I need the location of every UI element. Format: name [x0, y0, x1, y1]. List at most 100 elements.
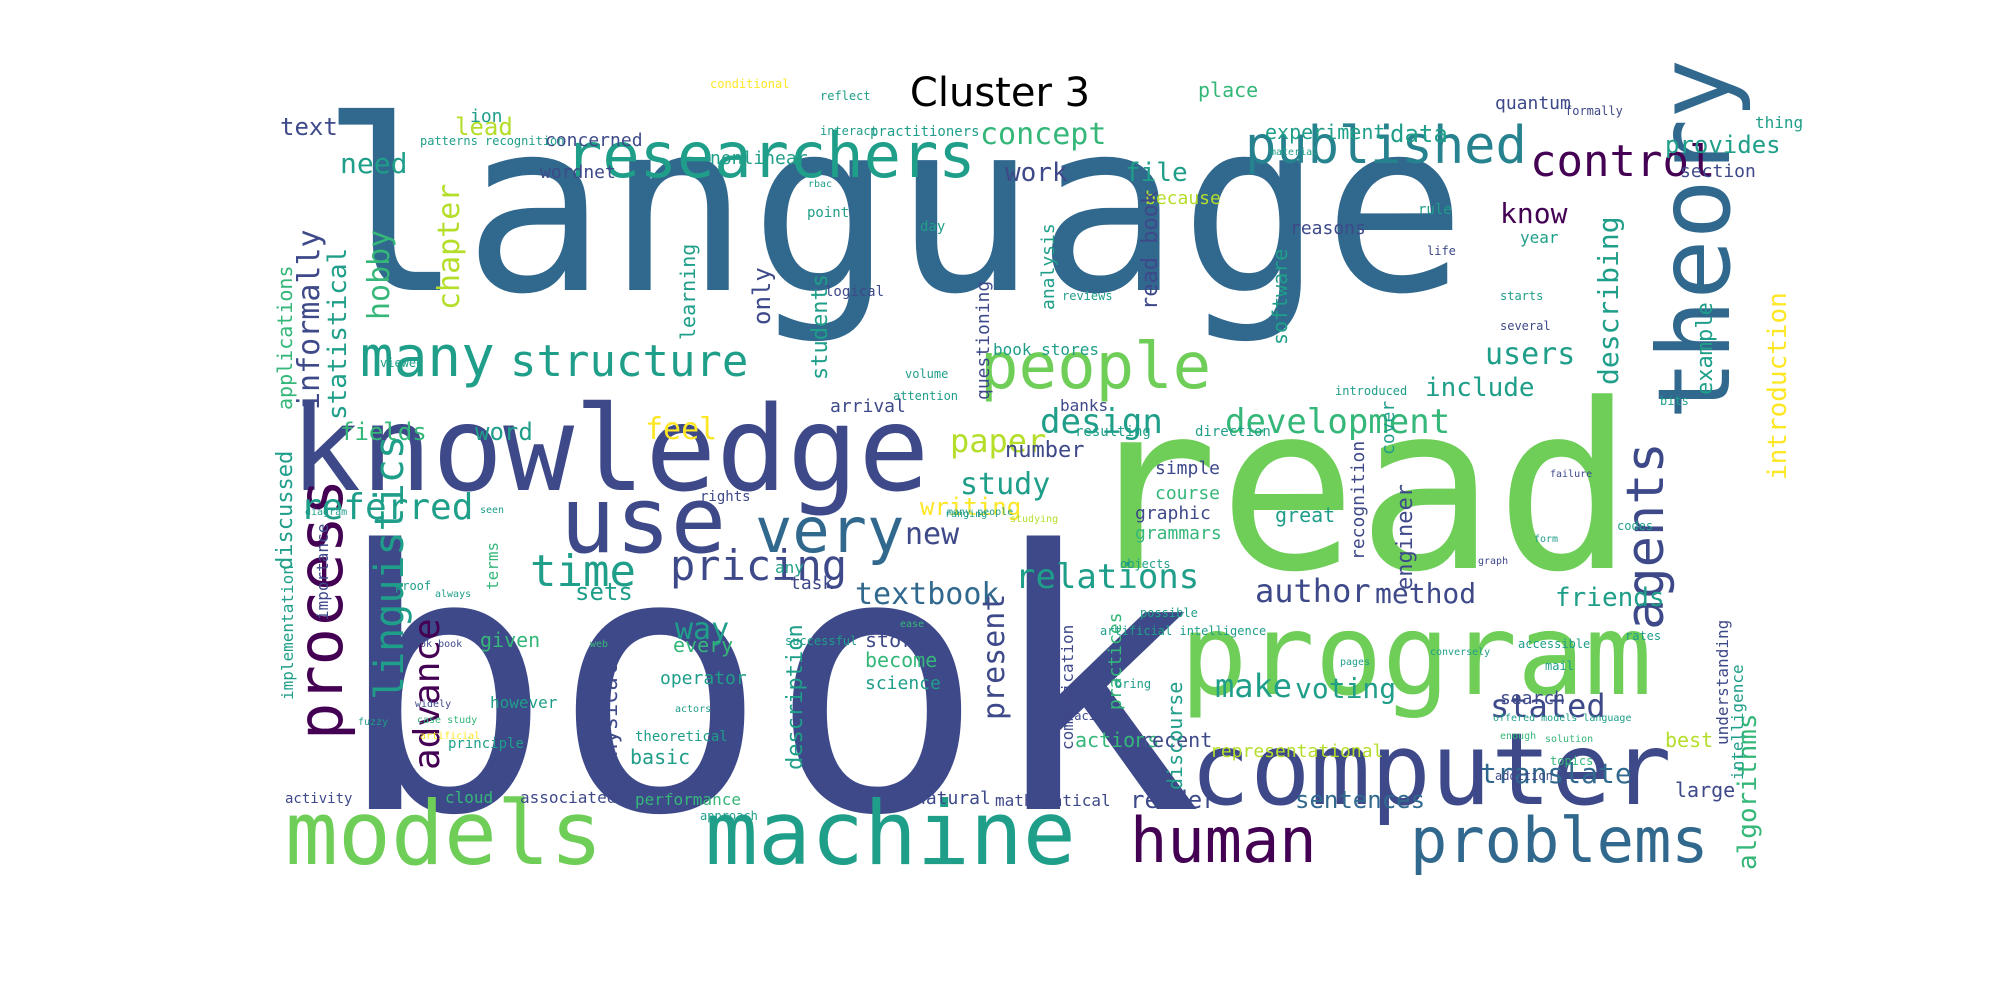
cloud-word-bring: bring [1115, 677, 1152, 691]
word-cloud: language book read knowledge program computer… [273, 59, 1803, 894]
cloud-word-include: include [1425, 373, 1535, 403]
cloud-word-performance: performance [635, 790, 741, 809]
cloud-word-fields: fields [340, 418, 427, 446]
cloud-word-approach: approach [700, 809, 758, 823]
cloud-word-objects: objects [1120, 557, 1171, 571]
cloud-word-problems: problems [1410, 804, 1709, 877]
cloud-word-cloud: cloud [445, 788, 494, 807]
cloud-word-recognition: recognition [1348, 440, 1369, 560]
cloud-word-rates: rates [1625, 629, 1662, 643]
cloud-word-material: material [1270, 147, 1319, 158]
cloud-word-terms: terms [483, 541, 502, 590]
cloud-word-web: web [590, 639, 609, 650]
cloud-word-simple: simple [1155, 458, 1221, 479]
cloud-word-every: every [673, 633, 734, 657]
cloud-word-natural: natural [915, 788, 991, 809]
cloud-word-graph: graph [1478, 556, 1509, 567]
cloud-word-feel: feel [645, 412, 718, 447]
cloud-word-book: book [335, 475, 1202, 894]
cloud-word-describing: describing [1592, 216, 1625, 385]
cloud-word-theoretical: theoretical [635, 729, 728, 745]
cloud-word-informally: informally [292, 229, 327, 410]
cloud-word-task: task [790, 573, 834, 594]
cloud-word-graphic: graphic [1135, 503, 1211, 524]
cloud-word-textbook: textbook [855, 577, 1000, 612]
cloud-word-referred: referred [300, 487, 474, 528]
cloud-word-several: several [1500, 319, 1551, 333]
cloud-word-banks: banks [1060, 396, 1109, 415]
cloud-word-read-book: read book [1138, 190, 1163, 310]
cloud-word-many-people: many people [947, 507, 1014, 518]
cloud-word-models: models [285, 782, 603, 885]
cloud-word-introduction: introduction [1763, 292, 1793, 480]
cloud-word-principle: principle [448, 736, 524, 752]
cloud-word-recent: recent [1140, 728, 1213, 752]
cloud-word-become: become [865, 648, 938, 672]
cloud-word-life: life [1427, 244, 1456, 258]
cloud-word-data: data [1390, 120, 1448, 148]
cloud-word-reflect: reflect [820, 89, 871, 103]
cloud-word-viewed: viewed [380, 356, 424, 370]
cloud-word-representational: representational [1210, 741, 1384, 762]
cloud-word-word: word [475, 418, 533, 446]
cloud-word-human: human [1130, 804, 1317, 877]
cloud-word-facility: facility [1067, 709, 1125, 723]
cloud-word-machine: machine [705, 782, 1076, 885]
cloud-word-great: great [1275, 503, 1336, 527]
cloud-word-control: control [1530, 136, 1716, 187]
cloud-word-logical: logical [825, 284, 885, 300]
cloud-word-widely: widely [415, 699, 452, 710]
cloud-word-formally: formally [1565, 104, 1623, 118]
cloud-word-thing: thing [1755, 113, 1804, 132]
cloud-word-relations: relations [1015, 557, 1200, 597]
cloud-word-however: however [490, 693, 558, 712]
cloud-word-best: best [1665, 728, 1714, 752]
cloud-word-analysis: analysis [1038, 223, 1059, 310]
cloud-word-day: day [920, 219, 946, 235]
cloud-word-studying: studying [1010, 514, 1059, 525]
cloud-word-conversely: conversely [1430, 647, 1491, 658]
cloud-word-starts: starts [1500, 289, 1544, 303]
cloud-word-resulting: resulting [1075, 424, 1151, 440]
cloud-word-concerned: concerned [545, 130, 643, 151]
cloud-word-large: large [1675, 778, 1736, 802]
cloud-word-software: software [1268, 248, 1292, 345]
cloud-word-book-stores: book stores [993, 340, 1099, 359]
cloud-word-number: number [1005, 438, 1085, 463]
cloud-word-mathematical: mathematical [995, 791, 1111, 810]
cloud-word-reader: reader [1130, 786, 1217, 814]
cloud-word-case-study: case study [417, 715, 478, 726]
cloud-word-knowledge: knowledge [290, 380, 930, 518]
cloud-word-discussed: discussed [273, 450, 298, 570]
cloud-word-computer: computer [1190, 711, 1672, 828]
cloud-word-friends: friends [1555, 583, 1665, 613]
cloud-word-language: language [320, 70, 1467, 347]
cloud-word-users: users [1485, 337, 1576, 372]
cloud-word-statistical: statistical [323, 247, 353, 420]
cloud-word-cover: cover [1378, 400, 1399, 455]
cloud-word-volume: volume [905, 367, 949, 381]
cloud-word-lead: lead [455, 113, 513, 141]
cloud-word-nonlinear: nonlinear [710, 148, 808, 169]
cloud-word-people: people [980, 330, 1212, 404]
cloud-word-direction: direction [1195, 424, 1271, 440]
cloud-word-make: make [1215, 667, 1293, 705]
cloud-word-published: published [1245, 116, 1527, 176]
cloud-word-reasons: reasons [1290, 218, 1366, 239]
cloud-word-very: very [755, 494, 905, 567]
cloud-word-way: way [675, 612, 730, 647]
cloud-word-method: method [1375, 577, 1477, 610]
cloud-word-intelligence: intelligence [1728, 664, 1747, 780]
cloud-word-activity: activity [285, 791, 353, 807]
cloud-word-section: section [1680, 161, 1756, 182]
cloud-word-complexity: complexity [642, 787, 703, 798]
cloud-word-sets: sets [575, 578, 633, 606]
cloud-word-pages: pages [1340, 657, 1371, 668]
cloud-word-example: example [1693, 302, 1718, 395]
cloud-word-stated: stated [1490, 687, 1606, 725]
cloud-word-arrival: arrival [830, 396, 906, 417]
cloud-word-researchers: researchers [565, 119, 976, 192]
cloud-word-questioning: questioning [973, 280, 994, 400]
cloud-word-diagram: diagram [305, 507, 348, 518]
cloud-word-physical: physical [598, 664, 623, 770]
